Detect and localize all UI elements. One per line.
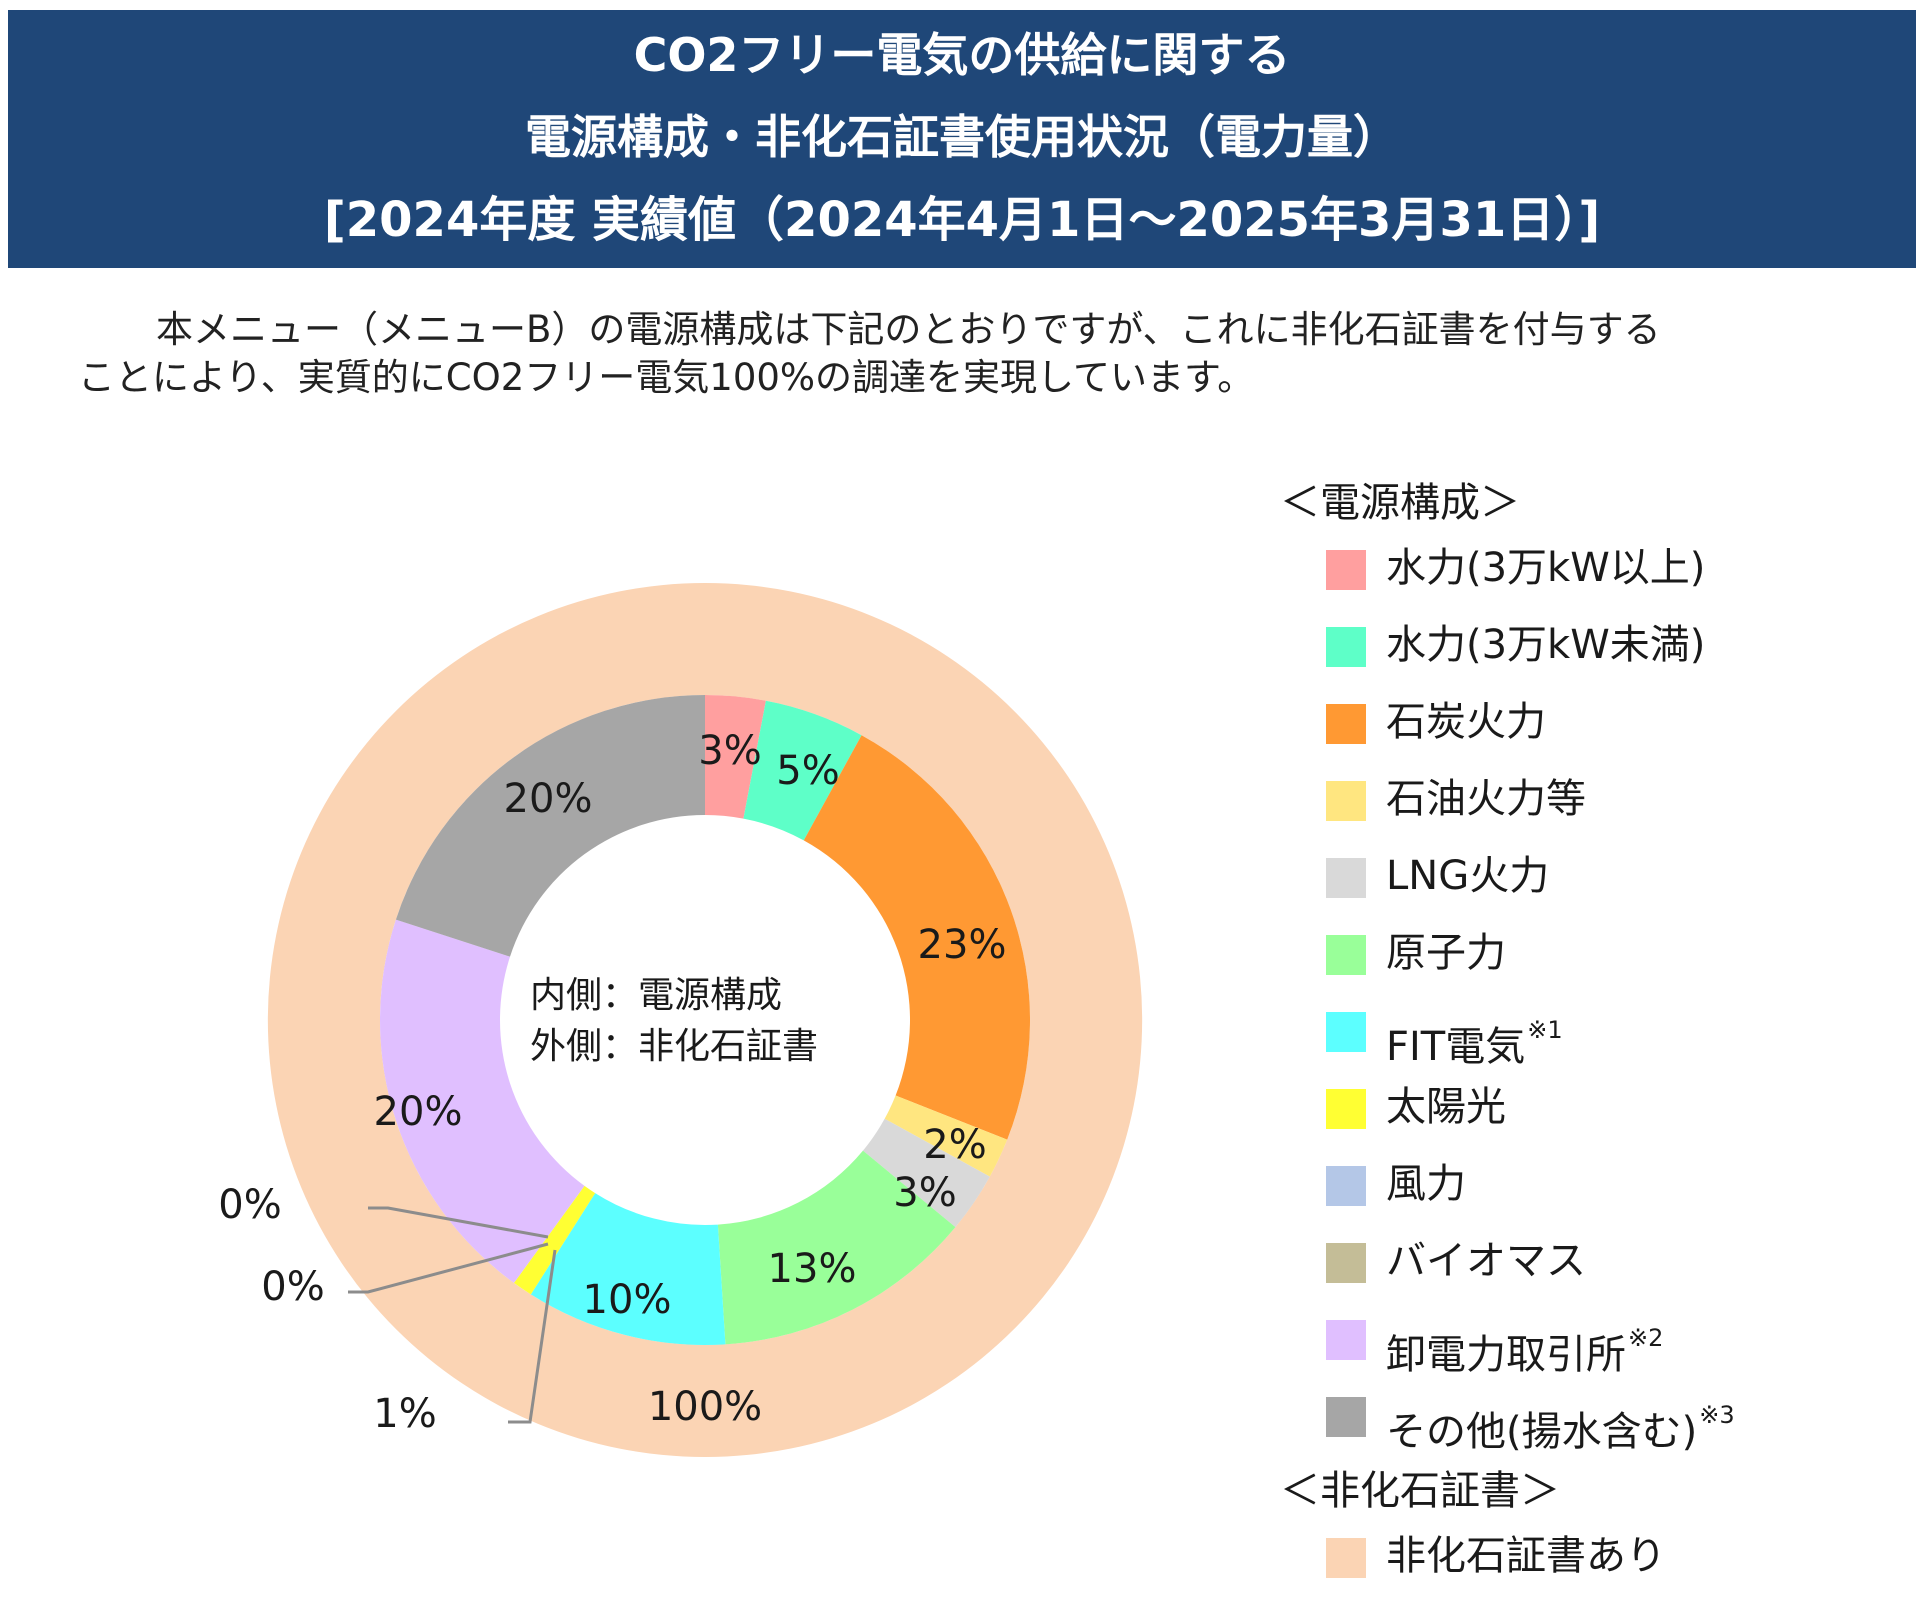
- slice-labels: 3% 5%23%2%3%13%10%1%0%0%20%20%100%: [218, 728, 1006, 1437]
- inner-slice-0: [705, 695, 766, 819]
- legend-item: 風力: [1280, 1148, 1920, 1225]
- legend-label: LNG火力: [1386, 853, 1550, 899]
- legend-item: バイオマス: [1280, 1225, 1920, 1302]
- inner-slice-label-7: 1%: [373, 1391, 436, 1437]
- inner-slice-5: [717, 1150, 956, 1345]
- inner-slice-label-10: 20%: [374, 1089, 463, 1135]
- leader-lines: [348, 1206, 557, 1424]
- legend-swatch: [1326, 1166, 1366, 1206]
- inner-slice-7: [513, 1185, 596, 1295]
- inner-ring: [380, 695, 1030, 1345]
- center-label-outer: 外側：非化石証書: [530, 1026, 818, 1067]
- inner-slice-6: [530, 1193, 726, 1345]
- inner-slice-label-9: 0%: [261, 1264, 324, 1310]
- title-line-2: 電源構成・非化石証書使用状況（電力量）: [525, 110, 1399, 164]
- legend-swatch: [1326, 550, 1366, 590]
- legend-label: 太陽光: [1386, 1084, 1506, 1130]
- legend-swatch: [1326, 627, 1366, 667]
- legend-label: 風力: [1386, 1161, 1466, 1207]
- legend-item: 卸電力取引所※2: [1280, 1302, 1920, 1379]
- inner-slice-10: [380, 919, 585, 1283]
- legend-footnote-mark: ※1: [1527, 1016, 1563, 1044]
- legend-swatch: [1326, 935, 1366, 975]
- legend-item: 原子力: [1280, 917, 1920, 994]
- inner-slice-label-8: 0%: [218, 1182, 281, 1228]
- legend-label: 卸電力取引所※2: [1386, 1324, 1664, 1378]
- legend-swatch: [1326, 781, 1366, 821]
- legend-swatch: [1326, 1243, 1366, 1283]
- leader-line-solar: [508, 1249, 557, 1424]
- legend-swatch: [1326, 858, 1366, 898]
- inner-slice-label-4: 3%: [893, 1170, 956, 1216]
- legend: ＜電源構成＞ 水力(3万kW以上) 水力(3万kW未満) 石炭火力石油火力等 LNG火…: [1280, 474, 1920, 1597]
- inner-slice-label-5: 13%: [768, 1246, 857, 1292]
- inner-slice-2: [803, 735, 1030, 1140]
- legend-item: 石炭火力: [1280, 686, 1920, 763]
- legend-item: FIT電気※1: [1280, 994, 1920, 1071]
- intro-line-2: ことにより、実質的にCO2フリー電気100%の調達を実現しています。: [78, 356, 1255, 399]
- title-line-3: [2024年度 実績値（2024年4月1日～2025年3月31日）]: [323, 192, 1601, 248]
- inner-slice-label-6: 10%: [583, 1277, 672, 1323]
- legend-heading-certificates: ＜非化石証書＞: [1280, 1468, 1560, 1514]
- legend-swatch: [1326, 1320, 1366, 1360]
- legend-certificate-items: 非化石証書あり: [1280, 1520, 1920, 1597]
- inner-slice-label-11: 20%: [504, 776, 593, 822]
- legend-item: 太陽光: [1280, 1071, 1920, 1148]
- legend-label: 石炭火力: [1386, 699, 1546, 745]
- inner-slice-11: [395, 695, 705, 957]
- legend-label: 水力(3万kW未満): [1386, 622, 1706, 668]
- legend-swatch: [1326, 704, 1366, 744]
- inner-slice-4: [862, 1118, 990, 1228]
- legend-item: 水力(3万kW以上): [1280, 532, 1920, 609]
- inner-slice-label-2: 23%: [918, 922, 1007, 968]
- legend-swatch: [1326, 1538, 1366, 1578]
- legend-heading-sources: ＜電源構成＞: [1280, 480, 1520, 526]
- center-label-inner: 内側：電源構成: [530, 975, 782, 1016]
- legend-label: 原子力: [1386, 930, 1506, 976]
- inner-slice-3: [884, 1095, 1008, 1177]
- legend-swatch: [1326, 1397, 1366, 1437]
- legend-label: 石油火力等: [1386, 776, 1586, 822]
- legend-label: その他(揚水含む)※3: [1386, 1401, 1735, 1455]
- legend-label: FIT電気※1: [1386, 1016, 1563, 1070]
- legend-footnote-mark: ※3: [1699, 1401, 1735, 1429]
- legend-item-certificate: 非化石証書あり: [1280, 1520, 1920, 1597]
- intro-line-1: 本メニュー（メニューB）の電源構成は下記のとおりですが、これに非化石証書を付与す…: [156, 308, 1661, 351]
- leader-line-biomass: [348, 1242, 549, 1294]
- title-banner: CO2フリー電気の供給に関する 電源構成・非化石証書使用状況（電力量） [202…: [8, 10, 1916, 268]
- legend-swatch: [1326, 1012, 1366, 1052]
- title-line-1: CO2フリー電気の供給に関する: [633, 28, 1291, 82]
- legend-label: 非化石証書あり: [1386, 1533, 1666, 1579]
- legend-item: LNG火力: [1280, 840, 1920, 917]
- leader-line-wind: [368, 1206, 549, 1239]
- inner-slice-label-3: 2%: [923, 1122, 986, 1168]
- inner-slice-1: [743, 700, 862, 841]
- legend-item: 水力(3万kW未満): [1280, 609, 1920, 686]
- legend-swatch: [1326, 1089, 1366, 1129]
- inner-slice-label-0: 3%: [698, 728, 761, 774]
- outer-slice-label: 100%: [648, 1384, 762, 1430]
- intro-text: 本メニュー（メニューB）の電源構成は下記のとおりですが、これに非化石証書を付与す…: [78, 306, 1661, 402]
- legend-label: 水力(3万kW以上): [1386, 545, 1706, 591]
- inner-slice-label-1: 5%: [776, 748, 839, 794]
- legend-footnote-mark: ※2: [1628, 1324, 1664, 1352]
- legend-label: バイオマス: [1386, 1238, 1586, 1284]
- legend-item: その他(揚水含む)※3: [1280, 1379, 1920, 1456]
- legend-item: 石油火力等: [1280, 763, 1920, 840]
- legend-source-items: 水力(3万kW以上) 水力(3万kW未満) 石炭火力石油火力等 LNG火力原子力 FIT…: [1280, 532, 1920, 1456]
